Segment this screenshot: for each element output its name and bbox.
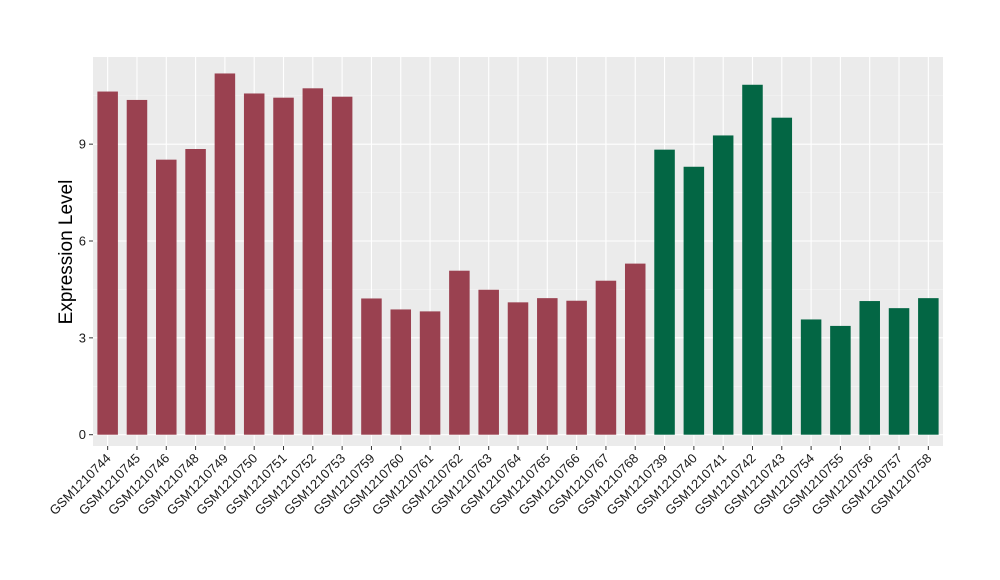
bar-GSM1210754 [800,319,822,435]
bar-GSM1210750 [243,93,265,435]
y-tick-label: 6 [79,234,86,249]
bar-GSM1210758 [918,298,939,435]
y-tick-label: 0 [79,427,86,442]
y-tick-label: 9 [79,137,86,152]
bar-GSM1210755 [830,325,851,435]
bar-GSM1210759 [361,298,382,435]
y-axis: 0 3 6 9 [79,137,93,442]
bar-GSM1210742 [742,84,763,435]
bar-GSM1210767 [595,280,617,435]
bar-GSM1210762 [449,270,470,435]
bar-GSM1210744 [97,91,118,435]
bar-GSM1210761 [419,311,441,435]
bar-GSM1210748 [185,149,206,435]
bar-GSM1210752 [302,88,324,435]
bar-GSM1210763 [478,289,499,435]
bar-GSM1210756 [859,301,880,435]
bar-GSM1210768 [624,263,646,435]
bars [97,73,939,435]
x-axis: GSM1210744GSM1210745GSM1210746GSM1210748… [46,446,934,518]
bar-GSM1210741 [712,135,734,435]
bar-GSM1210743 [771,117,793,435]
bar-GSM1210740 [683,166,705,435]
bar-GSM1210765 [537,298,558,435]
bar-GSM1210739 [654,149,675,435]
bar-GSM1210746 [156,159,177,435]
y-tick-label: 3 [79,330,86,345]
bar-GSM1210753 [331,96,353,435]
bar-GSM1210751 [273,97,294,435]
y-axis-title: Expression Level [56,180,77,325]
bar-GSM1210745 [126,99,148,435]
bar-GSM1210764 [507,302,529,435]
bar-GSM1210757 [888,308,910,435]
bar-GSM1210749 [214,73,236,435]
bar-GSM1210766 [566,300,587,435]
bar-GSM1210760 [390,309,412,435]
